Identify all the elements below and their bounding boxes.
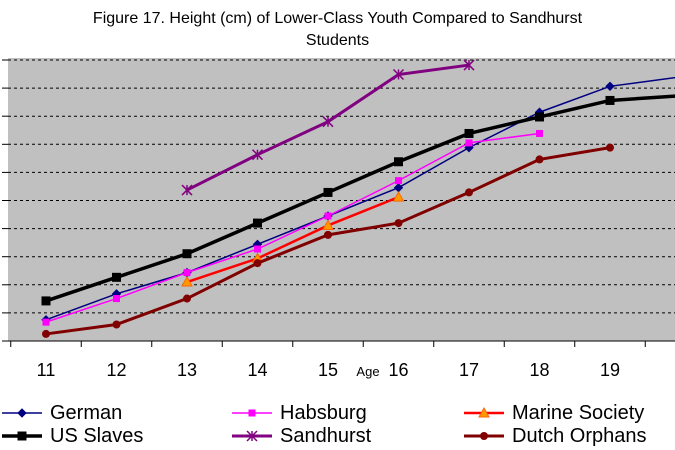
x-tick-label: 18: [529, 360, 549, 380]
x-ticks: 1112131415161718192: [10, 341, 646, 380]
series-habsburg: [42, 129, 543, 326]
legend-label: Habsburg: [280, 402, 367, 424]
data-point: [112, 272, 121, 282]
legend-item-german: German: [0, 402, 122, 424]
data-point: [392, 191, 405, 202]
data-point: [323, 187, 333, 197]
data-point: [253, 218, 262, 228]
legend-item-habsburg: Habsburg: [230, 402, 367, 424]
data-point: [605, 81, 615, 92]
data-point: [181, 276, 193, 287]
chart-title-line-1: Figure 17. Height (cm) of Lower-Class Yo…: [92, 10, 583, 27]
data-point: [464, 128, 474, 138]
data-point: [42, 318, 50, 326]
data-point: [465, 139, 473, 147]
x-tick-label: 12: [106, 360, 126, 380]
x-tick-label: 17: [459, 360, 479, 380]
data-point: [322, 116, 334, 128]
chart-title: Figure 17. Height (cm) of Lower-Class Yo…: [0, 8, 675, 52]
data-point: [254, 245, 261, 253]
data-point: [392, 68, 405, 81]
x-tick-label: 14: [247, 360, 267, 380]
plot-area: [8, 58, 675, 341]
data-point: [535, 112, 544, 122]
data-point: [42, 329, 50, 338]
legend-swatch: [2, 431, 42, 441]
legend-item-marine-society: Marine Society: [462, 402, 644, 424]
series-line: [45, 132, 540, 323]
legend-label: Marine Society: [512, 402, 645, 424]
data-point: [324, 212, 332, 220]
legend-swatch: [2, 408, 42, 418]
line-chart: 1112131415161718192 Age: [2, 58, 675, 380]
data-point: [246, 430, 258, 442]
chart-title-line-2: Students: [305, 32, 370, 49]
x-tick-label: 11: [37, 360, 56, 380]
data-point: [394, 157, 403, 167]
series-us-slaves: [41, 94, 675, 306]
data-point: [606, 143, 614, 152]
data-point: [182, 249, 192, 259]
x-tick-label: 13: [177, 360, 197, 380]
series-layer: [41, 59, 675, 338]
data-point: [605, 95, 615, 105]
legend-swatch: [464, 406, 504, 418]
legend-label: US Slaves: [50, 425, 144, 447]
data-point: [183, 269, 191, 277]
gridlines: [2, 59, 675, 342]
x-tick-label: 15: [318, 360, 338, 380]
data-point: [463, 59, 475, 71]
data-point: [248, 409, 256, 417]
legend-label: Dutch Orphans: [512, 425, 647, 447]
data-point: [253, 259, 262, 268]
legend-item-dutch-orphans: Dutch Orphans: [462, 425, 647, 447]
data-point: [324, 230, 332, 239]
legend-swatch: [232, 430, 272, 442]
legend: German Habsburg Marine Society US Slaves San…: [0, 400, 675, 450]
data-point: [181, 184, 193, 196]
data-point: [112, 320, 121, 329]
data-point: [535, 155, 544, 164]
legend-swatch: [464, 432, 504, 440]
data-point: [183, 294, 191, 303]
data-point: [536, 129, 543, 137]
legend-swatch: [232, 409, 272, 417]
x-tick-label: 19: [600, 360, 620, 380]
data-point: [41, 296, 51, 306]
legend-label: Sandhurst: [280, 425, 372, 447]
x-tick-label: 16: [388, 360, 408, 380]
data-point: [251, 149, 264, 161]
data-point: [480, 432, 488, 440]
legend-item-us-slaves: US Slaves: [0, 425, 143, 447]
x-axis-label: Age: [356, 364, 379, 379]
data-point: [478, 406, 490, 418]
data-point: [322, 219, 334, 230]
legend-label: German: [50, 402, 123, 424]
series-dutch-orphans: [42, 143, 614, 338]
series-line: [186, 195, 399, 284]
data-point: [17, 431, 27, 441]
data-point: [394, 219, 403, 228]
legend-item-sandhurst: Sandhurst: [230, 425, 371, 447]
data-point: [113, 295, 120, 303]
data-point: [465, 188, 473, 197]
data-point: [17, 408, 27, 418]
data-point: [395, 177, 402, 185]
series-sandhurst: [181, 59, 475, 196]
